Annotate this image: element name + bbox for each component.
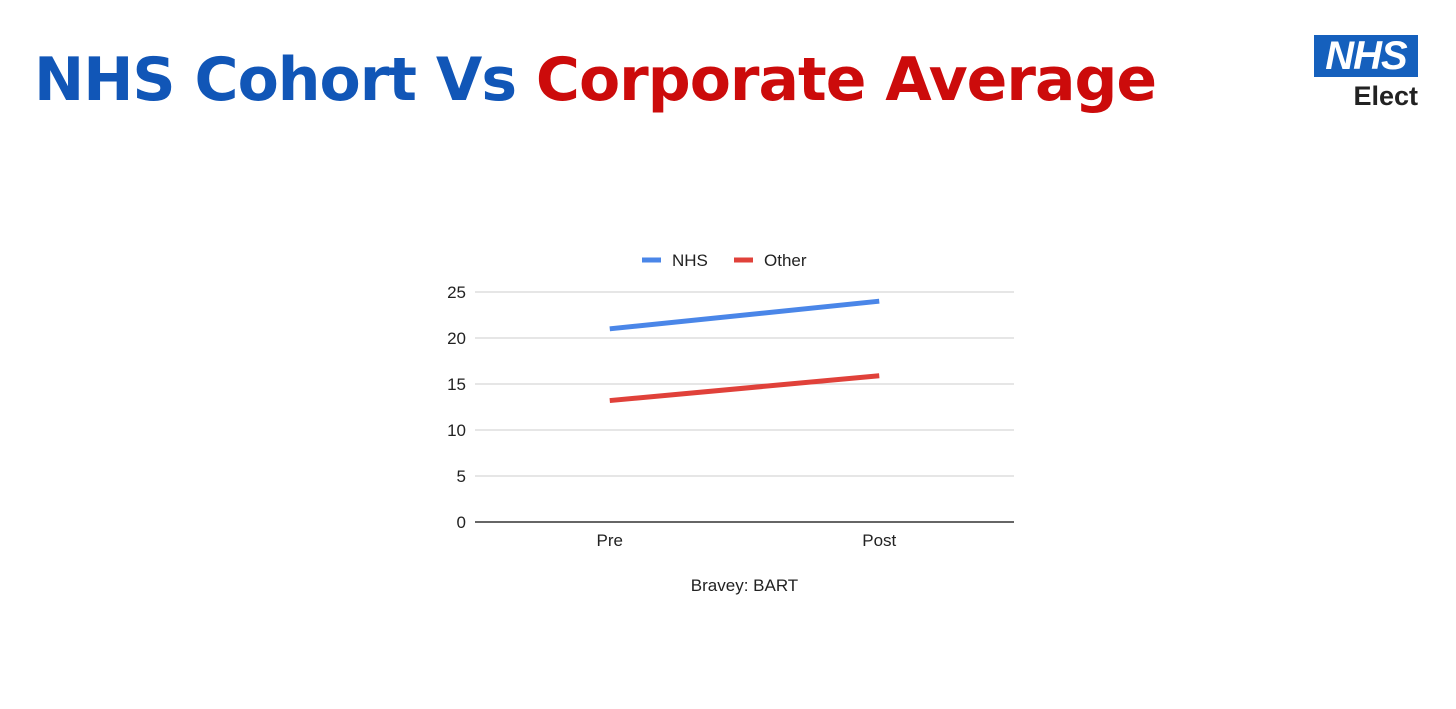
x-tick-label-post: Post — [862, 531, 896, 550]
y-tick-label-25: 25 — [447, 283, 466, 302]
x-tick-label-pre: Pre — [597, 531, 623, 550]
y-tick-label-0: 0 — [457, 513, 466, 532]
elect-logo-text: Elect — [1353, 81, 1418, 111]
nhs-logo-box: NHS — [1314, 35, 1418, 77]
y-tick-label-5: 5 — [457, 467, 466, 486]
title-nhs-cohort: NHS Cohort Vs — [34, 45, 517, 115]
page-title: NHS Cohort Vs Corporate Average — [34, 38, 1157, 122]
y-tick-label-15: 15 — [447, 375, 466, 394]
legend-label-other: Other — [764, 251, 807, 270]
y-tick-label-10: 10 — [447, 421, 466, 440]
y-tick-label-20: 20 — [447, 329, 466, 348]
nhs-logo-text: NHS — [1325, 34, 1407, 78]
chart-caption: Bravey: BART — [691, 576, 798, 595]
title-corporate-average: Corporate Average — [535, 45, 1157, 115]
series-line-other — [609, 373, 880, 404]
nhs-elect-logo: NHS Elect — [1314, 35, 1418, 111]
legend-label-nhs: NHS — [672, 251, 708, 270]
series-line-nhs — [609, 298, 880, 332]
